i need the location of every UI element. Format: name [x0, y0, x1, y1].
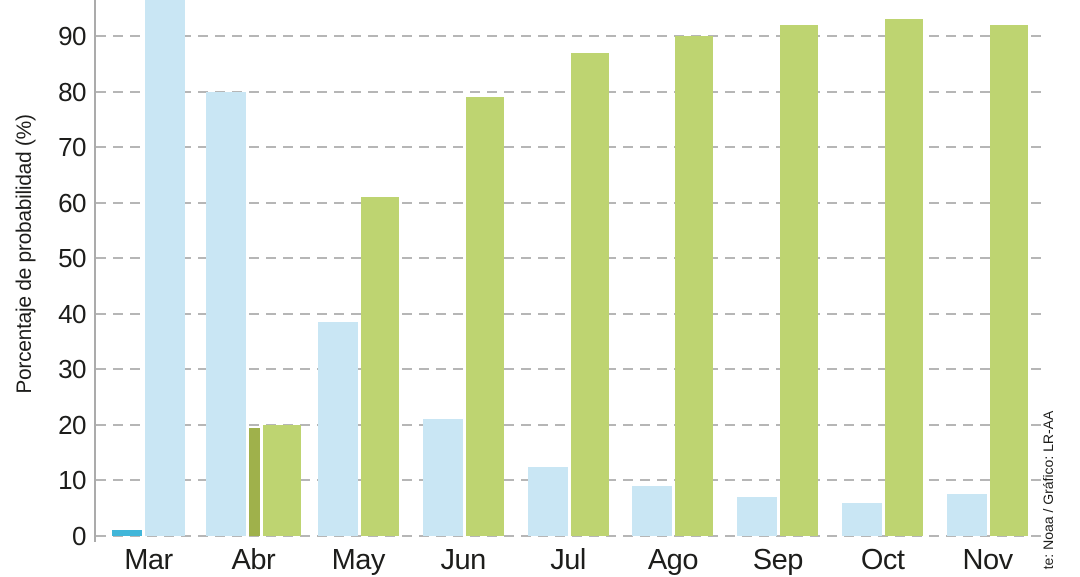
- bar-groups: [96, 0, 1040, 536]
- bar-group-sep: [725, 0, 830, 536]
- bar-group-jun: [411, 0, 516, 536]
- gridline-30: [96, 368, 1042, 371]
- gridline-20: [96, 423, 1042, 426]
- gridline-60: [96, 201, 1042, 204]
- bar-group-jul: [516, 0, 621, 536]
- bar-green-jun: [465, 97, 504, 536]
- y-tick-label-10: 10: [58, 465, 86, 496]
- x-label-ago: Ago: [647, 544, 699, 576]
- bar-green-abr: [262, 424, 301, 536]
- x-label-mar: Mar: [124, 544, 173, 576]
- gridline-70: [96, 146, 1042, 149]
- bar-light-blue-mar: [144, 0, 185, 536]
- bar-light-blue-abr: [205, 91, 246, 536]
- gridline-50: [96, 257, 1042, 260]
- bar-green-nov: [990, 24, 1029, 536]
- x-axis-labels: Mar Abr May Jun Jul Ago Sep Oct Nov: [96, 544, 1040, 577]
- bar-group-may: [306, 0, 411, 536]
- x-label-abr: Abr: [231, 544, 276, 576]
- y-tick-label-90: 90: [58, 21, 86, 51]
- x-label-sep: Sep: [752, 544, 804, 576]
- bar-light-blue-ago: [632, 486, 673, 536]
- y-tick-label-60: 60: [58, 187, 86, 218]
- bar-dark-olive-abr: [248, 427, 260, 536]
- y-tick-label-50: 50: [58, 243, 86, 274]
- y-axis-line: [94, 0, 96, 542]
- y-tick-label-80: 80: [58, 76, 86, 107]
- x-label-jul: Jul: [550, 544, 586, 576]
- bar-light-blue-jun: [422, 419, 463, 536]
- bar-dark-teal-mar: [111, 530, 142, 536]
- bar-group-nov: [935, 0, 1040, 536]
- bar-group-ago: [620, 0, 725, 536]
- y-tick-label-30: 30: [58, 354, 86, 385]
- bar-light-blue-nov: [947, 494, 988, 536]
- bar-green-sep: [780, 24, 819, 536]
- bar-green-oct: [885, 19, 924, 536]
- x-label-jun: Jun: [440, 544, 486, 576]
- bar-group-mar: [96, 0, 201, 536]
- y-tick-label-70: 70: [58, 132, 86, 163]
- bar-green-jul: [570, 52, 609, 536]
- bar-green-may: [360, 197, 399, 536]
- gridline-0: [96, 535, 1042, 537]
- x-label-oct: Oct: [860, 544, 905, 576]
- bar-green-ago: [675, 36, 714, 536]
- bar-light-blue-oct: [842, 502, 883, 536]
- gridline-90: [96, 35, 1042, 37]
- bar-light-blue-may: [317, 322, 358, 536]
- x-label-may: May: [331, 544, 386, 576]
- bar-group-oct: [830, 0, 935, 536]
- gridline-40: [96, 312, 1042, 315]
- y-tick-label-0: 0: [72, 521, 86, 551]
- bar-light-blue-sep: [737, 497, 778, 536]
- source-credit: te: Noaa / Gráfico: LR-AA: [1040, 410, 1056, 570]
- bar-group-abr: [201, 0, 306, 536]
- gridline-80: [96, 90, 1042, 93]
- gridline-10: [96, 479, 1042, 482]
- bar-light-blue-jul: [527, 466, 568, 536]
- y-tick-label-40: 40: [58, 298, 86, 329]
- x-label-nov: Nov: [962, 544, 1014, 576]
- y-tick-label-20: 20: [58, 409, 86, 440]
